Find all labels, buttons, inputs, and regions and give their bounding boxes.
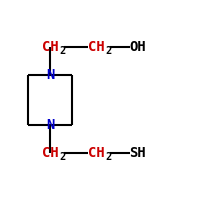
- Text: CH: CH: [87, 146, 104, 160]
- Text: 2: 2: [104, 151, 111, 161]
- Text: OH: OH: [129, 40, 146, 54]
- Text: 2: 2: [59, 45, 65, 56]
- Text: CH: CH: [41, 40, 58, 54]
- Text: N: N: [45, 68, 54, 82]
- Text: N: N: [45, 118, 54, 132]
- Text: SH: SH: [129, 146, 146, 160]
- Text: CH: CH: [41, 146, 58, 160]
- Text: 2: 2: [104, 45, 111, 56]
- Text: 2: 2: [59, 151, 65, 161]
- Text: CH: CH: [87, 40, 104, 54]
